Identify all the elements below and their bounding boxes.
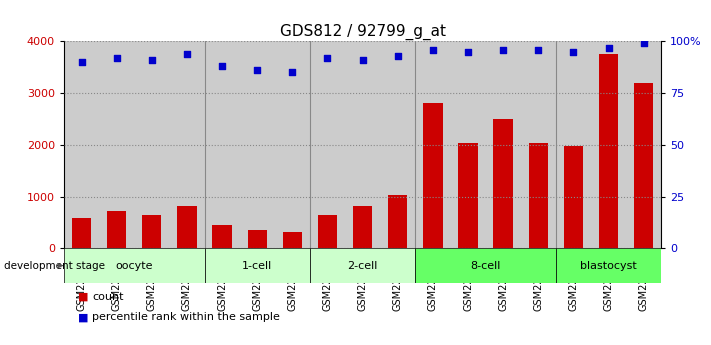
Point [638, 41, 649, 46]
Point [392, 53, 403, 59]
Bar [205, 41, 240, 248]
Bar [274, 41, 310, 248]
Bar [283, 233, 302, 248]
Point [181, 51, 193, 57]
Bar [142, 215, 161, 248]
Text: development stage: development stage [4, 261, 105, 270]
Bar [205, 248, 310, 283]
Bar [213, 225, 232, 248]
Text: percentile rank within the sample: percentile rank within the sample [92, 313, 280, 322]
Bar [556, 41, 591, 248]
Point [252, 68, 263, 73]
Bar [107, 210, 127, 248]
Bar [591, 41, 626, 248]
Title: GDS812 / 92799_g_at: GDS812 / 92799_g_at [279, 24, 446, 40]
Bar [626, 41, 661, 248]
Bar [177, 206, 197, 248]
Point [146, 57, 158, 63]
Point [498, 47, 509, 52]
Point [287, 70, 298, 75]
Bar [240, 41, 274, 248]
Bar [599, 54, 618, 248]
Point [427, 47, 439, 52]
Bar [388, 195, 407, 248]
Bar [564, 146, 583, 248]
Bar [99, 41, 134, 248]
Bar [64, 41, 99, 248]
Bar [310, 248, 415, 283]
FancyArrowPatch shape [58, 264, 62, 268]
Bar [451, 41, 486, 248]
Bar [634, 83, 653, 248]
Bar [380, 41, 415, 248]
Point [462, 49, 474, 55]
Text: count: count [92, 292, 124, 302]
Point [111, 55, 122, 61]
Bar [486, 41, 520, 248]
Bar [134, 41, 169, 248]
Text: ■: ■ [78, 292, 89, 302]
Bar [415, 248, 556, 283]
Point [533, 47, 544, 52]
Bar [72, 218, 91, 248]
Point [567, 49, 579, 55]
Bar [415, 41, 451, 248]
Bar [493, 119, 513, 248]
Text: ■: ■ [78, 313, 89, 322]
Point [603, 45, 614, 50]
Bar [318, 215, 337, 248]
Text: 2-cell: 2-cell [348, 261, 378, 270]
Bar [459, 143, 478, 248]
Bar [169, 41, 205, 248]
Text: 8-cell: 8-cell [471, 261, 501, 270]
Point [216, 63, 228, 69]
Bar [528, 143, 548, 248]
Bar [310, 41, 345, 248]
Bar [556, 248, 661, 283]
Bar [423, 104, 442, 248]
Text: oocyte: oocyte [115, 261, 153, 270]
Text: blastocyst: blastocyst [580, 261, 637, 270]
Bar [64, 248, 205, 283]
Bar [520, 41, 556, 248]
Point [357, 57, 368, 63]
Bar [247, 230, 267, 248]
Point [76, 59, 87, 65]
Bar [345, 41, 380, 248]
Point [322, 55, 333, 61]
Bar [353, 206, 373, 248]
Text: 1-cell: 1-cell [242, 261, 272, 270]
